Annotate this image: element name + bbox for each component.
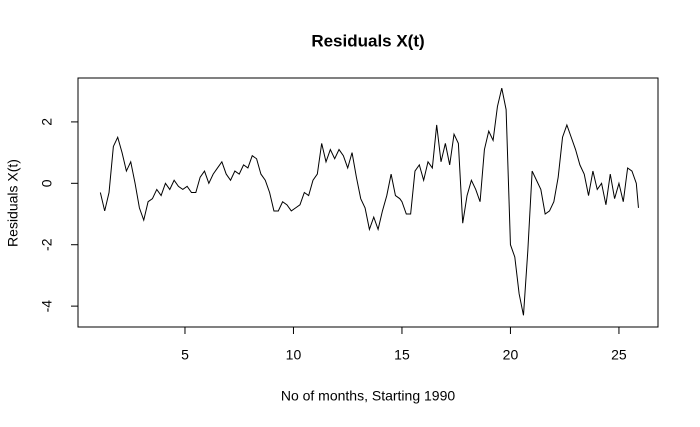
data-line [99,88,639,316]
plot-box [77,77,659,328]
x-tick-label: 15 [394,347,410,363]
x-axis-label: No of months, Starting 1990 [281,388,456,404]
x-tick-label: 25 [611,347,627,363]
y-tick-label: -2 [39,238,55,251]
x-tick-label: 20 [503,347,519,363]
x-tick-label: 10 [286,347,302,363]
chart-title: Residuals X(t) [311,31,424,50]
x-tick-label: 5 [181,347,189,363]
y-tick-label: 0 [39,179,55,187]
y-tick-label: 2 [39,118,55,126]
y-tick-label: -4 [39,300,55,313]
y-axis-label: Residuals X(t) [5,159,21,247]
